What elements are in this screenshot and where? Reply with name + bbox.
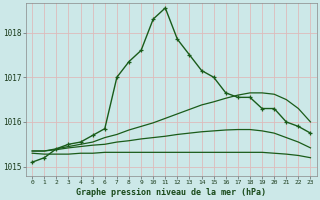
X-axis label: Graphe pression niveau de la mer (hPa): Graphe pression niveau de la mer (hPa) [76, 188, 266, 197]
